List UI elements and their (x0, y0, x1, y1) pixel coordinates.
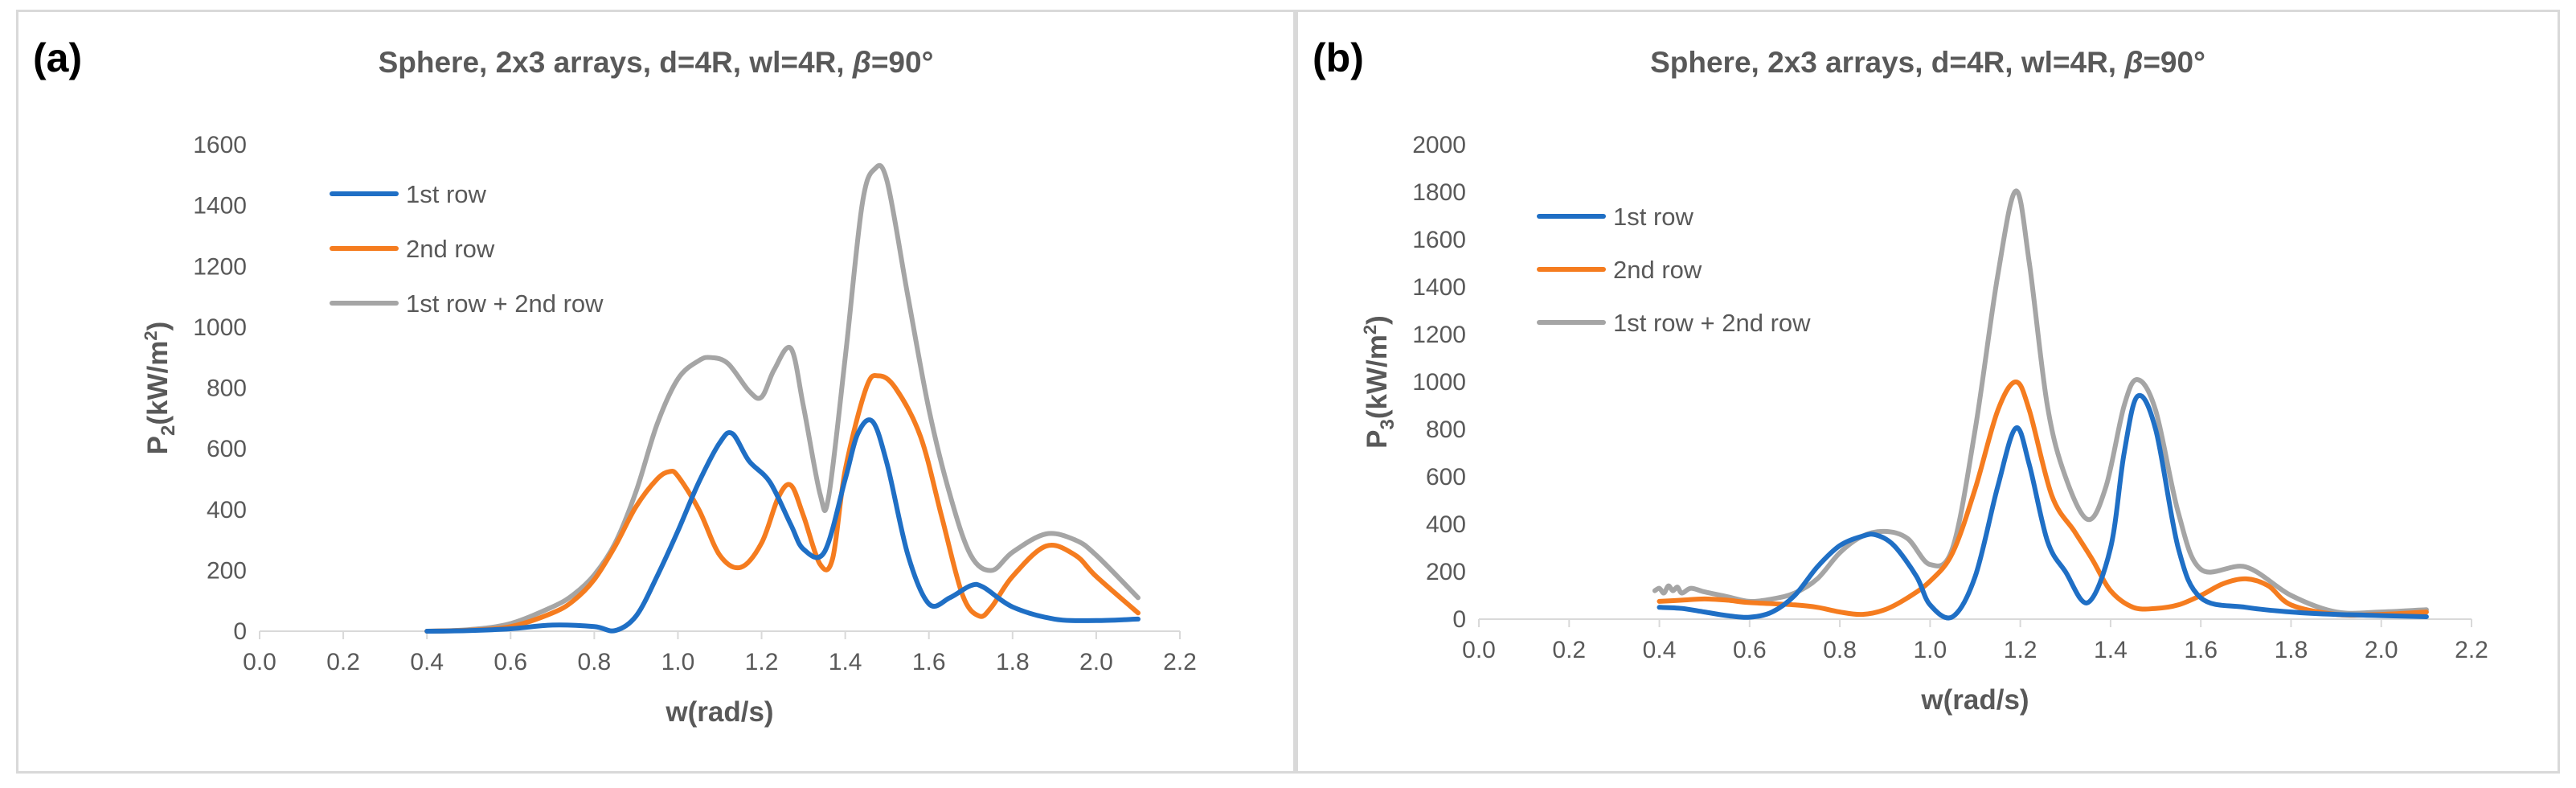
chart-title: Sphere, 2x3 arrays, d=4R, wl=4R, β=90° (18, 46, 1293, 80)
y-tick-label: 2000 (1412, 132, 1466, 158)
x-tick-label: 0.0 (243, 649, 276, 675)
y-tick-label: 0 (233, 618, 247, 645)
x-tick-label: 1.4 (829, 649, 862, 675)
x-tick-label: 1.8 (996, 649, 1030, 675)
y-tick-label: 1200 (1412, 322, 1466, 348)
chart-panel-b: (b) Sphere, 2x3 arrays, d=4R, wl=4R, β=9… (1296, 10, 2560, 774)
x-tick-label: 1.0 (1914, 637, 1947, 663)
y-tick-label: 200 (1426, 559, 1466, 585)
chart-title-suffix: =90° (870, 46, 934, 79)
y-tick-label: 1400 (1412, 274, 1466, 301)
x-tick-label: 2.2 (2455, 637, 2488, 663)
series-line-3 (424, 162, 1141, 634)
legend-label: 1st row + 2nd row (1613, 309, 1811, 337)
x-tick-label: 1.2 (745, 649, 779, 675)
series-line-2 (1657, 380, 2429, 618)
y-tick-label: 400 (1426, 511, 1466, 538)
x-tick-label: 2.0 (1079, 649, 1113, 675)
panel-label: (a) (33, 35, 83, 80)
series-line-2 (424, 373, 1141, 634)
chart-title-suffix: =90° (2143, 46, 2205, 79)
y-tick-label: 0 (1452, 606, 1466, 633)
y-axis-title: P2(kW/m2) (141, 322, 179, 455)
legend-label: 1st row (1613, 203, 1694, 231)
legend-label: 1st row + 2nd row (406, 289, 604, 318)
y-tick-label: 600 (1426, 464, 1466, 490)
chart-plot-area: 0.0 0.2 0.4 0.6 0.8 1.0 1.2 1.4 1.6 1.8 2.0 2.2 0 200… (1360, 132, 2488, 716)
y-tick-label: 1200 (193, 253, 247, 280)
y-tick-label: 1400 (193, 193, 247, 220)
x-axis-title: w(rad/s) (665, 696, 773, 728)
x-tick-label: 0.4 (1643, 637, 1677, 663)
chart-panel-a: (a) Sphere, 2x3 arrays, d=4R, wl=4R, β=9… (16, 10, 1296, 774)
x-tick-label: 0.8 (1823, 637, 1857, 663)
legend-label: 1st row (406, 180, 487, 208)
y-tick-label: 200 (207, 557, 247, 584)
chart-title: Sphere, 2x3 arrays, d=4R, wl=4R, β=90° (1298, 46, 2558, 80)
x-tick-label: 1.4 (2094, 637, 2128, 663)
x-axis-title: w(rad/s) (1920, 684, 2029, 716)
x-tick-label: 2.0 (2365, 637, 2398, 663)
y-tick-label: 600 (207, 436, 247, 462)
series-line-1 (424, 417, 1141, 634)
x-tick-label: 2.2 (1163, 649, 1197, 675)
y-tick-label: 800 (207, 376, 247, 402)
x-tick-label: 0.4 (410, 649, 444, 675)
y-tick-label: 400 (207, 497, 247, 523)
y-tick-label: 1000 (193, 314, 247, 341)
chart-title-beta: β (852, 46, 871, 79)
chart-plot-area: 0.0 0.2 0.4 0.6 0.8 1.0 1.2 1.4 1.6 1.8 2.0 2.2 0 200… (141, 132, 1197, 728)
y-tick-label: 1600 (1412, 227, 1466, 253)
x-tick-label: 1.6 (2184, 637, 2218, 663)
chart-title-prefix: Sphere, 2x3 arrays, d=4R, wl=4R, (1650, 46, 2125, 79)
y-tick-label: 1600 (193, 132, 247, 158)
x-tick-label: 0.0 (1462, 637, 1496, 663)
x-tick-label: 1.8 (2275, 637, 2308, 663)
x-tick-label: 1.0 (661, 649, 695, 675)
panel-label: (b) (1313, 35, 1364, 80)
y-tick-label: 1000 (1412, 369, 1466, 396)
x-tick-label: 0.2 (1552, 637, 1586, 663)
y-axis-title: P3(kW/m2) (1360, 315, 1399, 449)
x-tick-label: 0.6 (493, 649, 527, 675)
legend-label: 2nd row (1613, 256, 1702, 284)
chart-title-beta: β (2124, 46, 2144, 79)
y-tick-label: 800 (1426, 417, 1466, 443)
series-line-3 (1652, 188, 2429, 616)
chart-title-prefix: Sphere, 2x3 arrays, d=4R, wl=4R, (378, 46, 853, 79)
x-tick-label: 1.6 (912, 649, 946, 675)
y-tick-label: 1800 (1412, 179, 1466, 206)
x-tick-label: 1.2 (2004, 637, 2037, 663)
x-tick-label: 0.8 (578, 649, 612, 675)
series-line-1 (1657, 392, 2429, 621)
x-tick-label: 0.2 (326, 649, 360, 675)
legend-label: 2nd row (406, 235, 495, 263)
x-tick-label: 0.6 (1733, 637, 1767, 663)
